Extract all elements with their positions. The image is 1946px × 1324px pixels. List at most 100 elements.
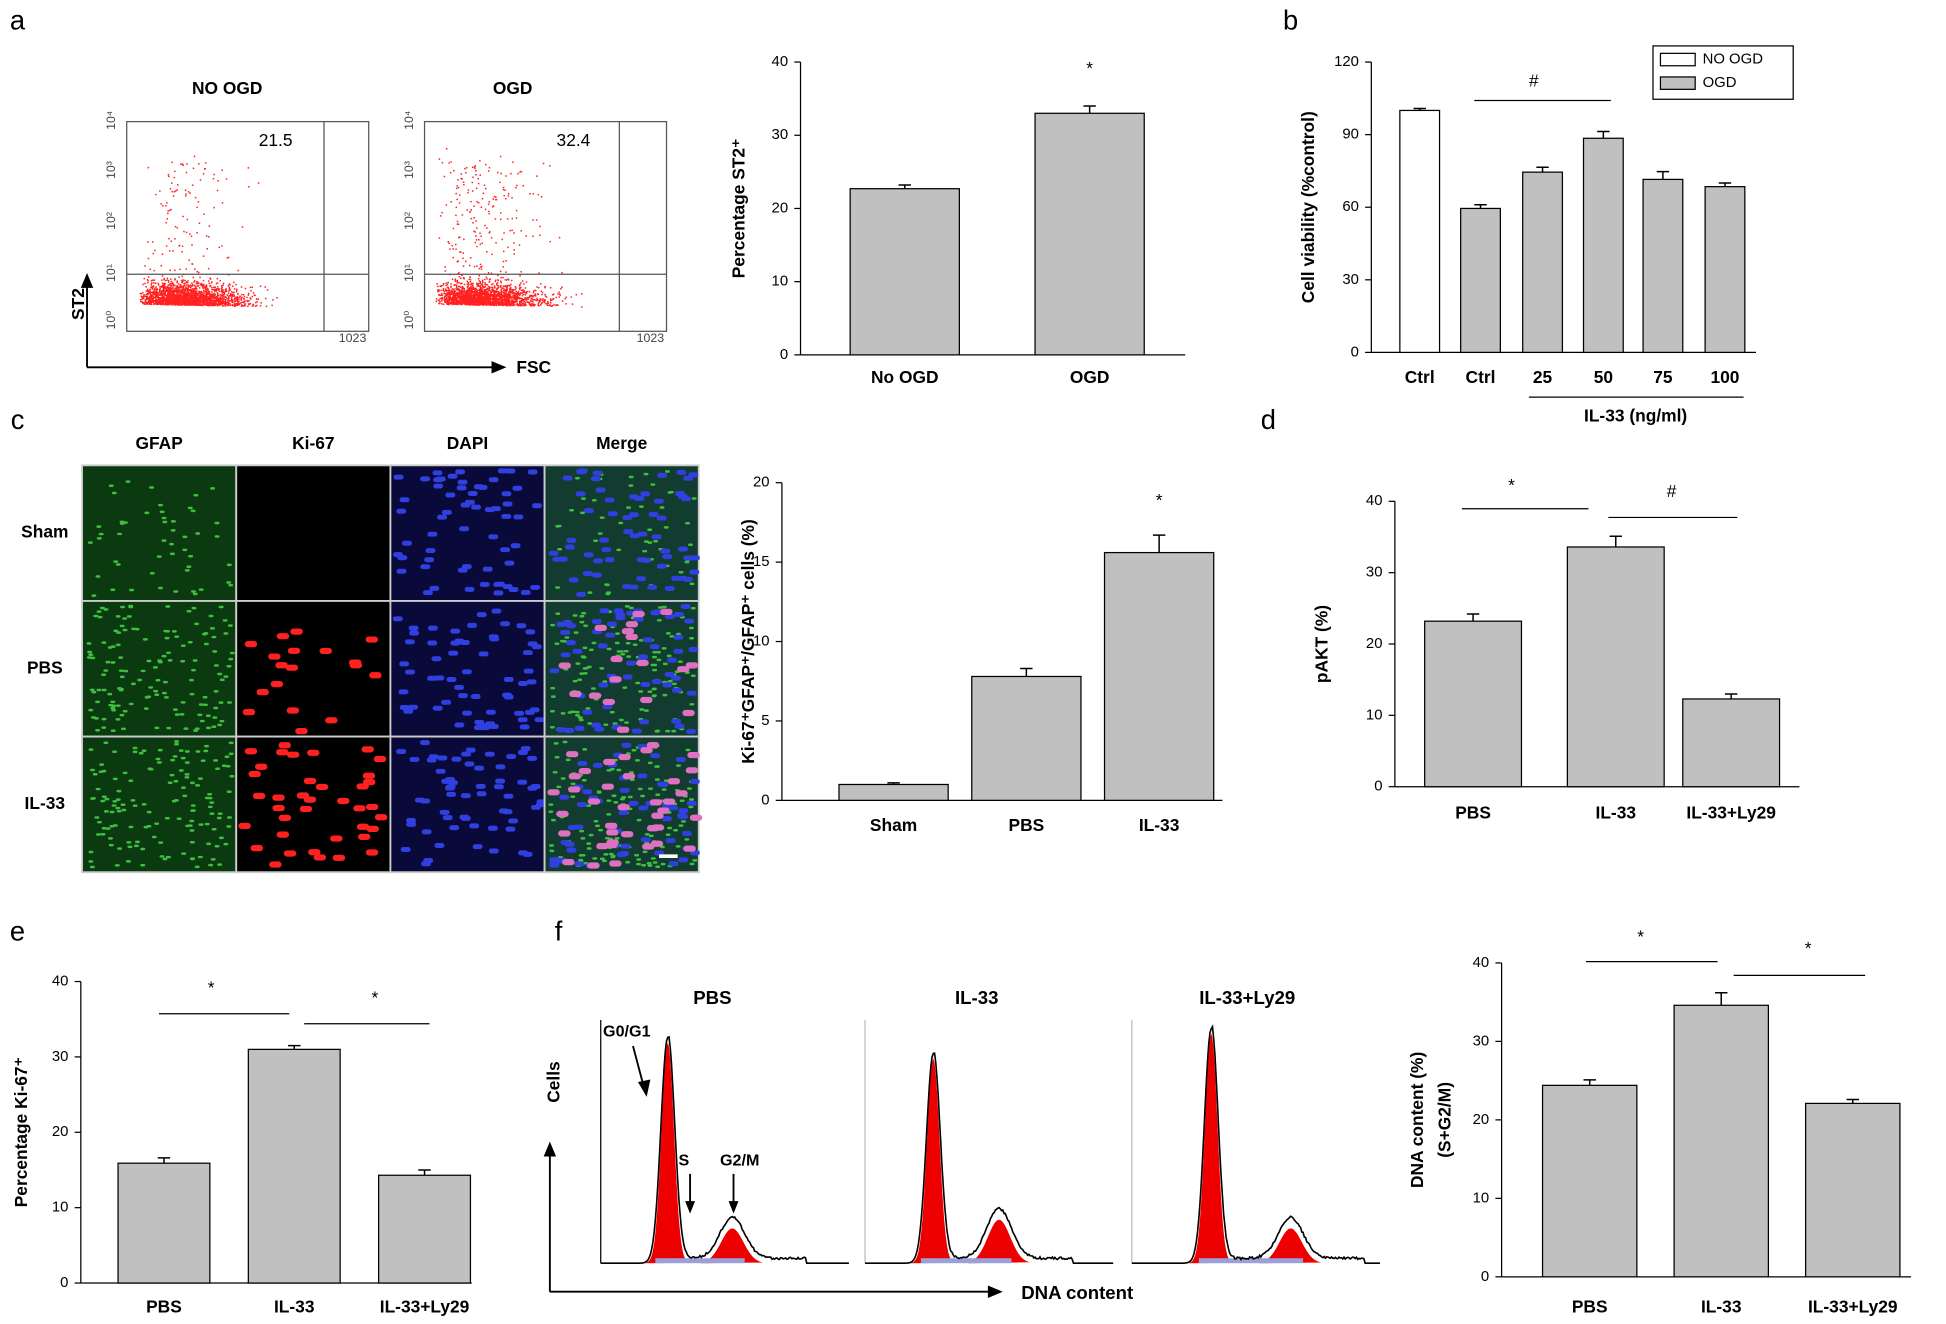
- x-tick-label: 50: [1594, 367, 1613, 387]
- flow-x-tick-label: 1023: [637, 331, 665, 345]
- flow-dots: [139, 155, 278, 308]
- g2-peak: [1259, 1228, 1322, 1264]
- flow-y-tick-label: 10²: [104, 212, 118, 230]
- significance-mark: *: [208, 978, 215, 998]
- gate-value: 32.4: [557, 130, 591, 150]
- y-tick-label: 0: [1351, 344, 1359, 360]
- flow-y-tick-label: 10²: [402, 212, 416, 230]
- legend-swatch: [1659, 52, 1696, 67]
- phase-label: S: [678, 1152, 689, 1170]
- g1-peak: [910, 1058, 956, 1264]
- histogram-title: IL-33+Ly29: [1199, 987, 1295, 1008]
- error-bar: [288, 1044, 301, 1050]
- cc-y-label: Cells: [543, 1061, 563, 1103]
- error-bar: [1656, 170, 1670, 180]
- error-bar: [1718, 182, 1732, 187]
- flow-x-label: FSC: [516, 357, 551, 377]
- arrow-head: [80, 272, 507, 374]
- error-bar: [1583, 1079, 1596, 1086]
- bar: [1541, 1084, 1638, 1278]
- y-tick-label: 20: [772, 200, 789, 216]
- histogram-title: IL-33: [955, 987, 998, 1008]
- column-header: DAPI: [447, 433, 488, 453]
- bar: [1704, 186, 1746, 354]
- cell-spots: [555, 470, 697, 596]
- gate-value: 21.5: [259, 130, 293, 150]
- axis-arrow: [548, 1154, 993, 1293]
- panel-label: d: [1261, 404, 1276, 435]
- legend-swatch: [1659, 76, 1696, 90]
- error-bar: [1466, 613, 1480, 622]
- y-axis-label: (S+G2/M): [1434, 1082, 1454, 1158]
- bar: [378, 1174, 472, 1284]
- cell-spots: [392, 608, 545, 731]
- significance-mark: #: [1667, 481, 1677, 501]
- legend-label: NO OGD: [1703, 51, 1764, 67]
- y-tick-label: 40: [52, 973, 69, 989]
- error-bar: [1536, 166, 1549, 173]
- bar: [1566, 546, 1665, 788]
- y-axis-label: Cell viability (%control): [1298, 111, 1318, 303]
- error-bar: [1413, 107, 1426, 111]
- significance-mark: *: [1156, 490, 1163, 510]
- micrograph: [389, 464, 546, 602]
- panel-label: e: [10, 915, 25, 946]
- y-tick-label: 30: [1342, 272, 1359, 288]
- y-tick-label: 5: [761, 713, 769, 729]
- y-tick-label: 0: [60, 1275, 68, 1291]
- x-tick-label: IL-33: [1701, 1296, 1742, 1316]
- y-tick-label: 20: [52, 1124, 69, 1140]
- column-header: GFAP: [136, 433, 183, 453]
- flow-y-tick-label: 10⁴: [104, 111, 118, 130]
- bar: [247, 1048, 341, 1284]
- micrograph: [81, 735, 238, 874]
- y-tick-label: 30: [1473, 1033, 1490, 1049]
- error-bar: [1846, 1098, 1859, 1104]
- bar: [971, 675, 1082, 801]
- y-tick-label: 20: [753, 475, 770, 491]
- error-bar: [1152, 534, 1166, 553]
- phase-label: G0/G1: [603, 1023, 651, 1041]
- y-tick-label: 40: [1473, 955, 1490, 971]
- flow-dots: [435, 148, 583, 308]
- micrograph: [389, 600, 546, 738]
- x-tick-label: OGD: [1070, 367, 1110, 387]
- x-tick-label: Ctrl: [1405, 367, 1435, 387]
- cell-spots: [396, 740, 547, 867]
- micrograph: [81, 464, 238, 602]
- micrograph: [543, 600, 700, 738]
- error-bar: [1715, 991, 1728, 1006]
- micrograph: [235, 600, 392, 738]
- g2-peak: [701, 1228, 764, 1264]
- flow-frame: [423, 120, 668, 332]
- x-tick-label: Sham: [870, 815, 917, 835]
- flow-y-tick-label: 10⁴: [402, 111, 416, 130]
- x-tick-label: 75: [1653, 367, 1673, 387]
- flow-frame: [126, 120, 370, 332]
- panel-label: a: [10, 5, 26, 36]
- bar: [1424, 620, 1523, 788]
- bar: [1522, 171, 1564, 354]
- bar: [1103, 551, 1215, 801]
- s-phase: [1198, 1258, 1304, 1264]
- y-tick-label: 10: [1366, 707, 1383, 723]
- group-label: IL-33 (ng/ml): [1584, 406, 1687, 426]
- significance-mark: *: [1086, 58, 1093, 78]
- y-tick-label: 90: [1342, 127, 1359, 143]
- flow-y-label: ST2: [68, 288, 88, 320]
- bar: [1034, 112, 1145, 356]
- y-tick-label: 10: [753, 633, 770, 649]
- y-tick-label: 20: [1473, 1112, 1490, 1128]
- phase-label: G2/M: [720, 1152, 759, 1170]
- x-tick-label: PBS: [1455, 803, 1491, 823]
- x-tick-label: 25: [1533, 367, 1553, 387]
- histogram-outline: [1131, 1024, 1381, 1265]
- x-tick-label: 100: [1710, 367, 1739, 387]
- cc-x-label: DNA content: [1021, 1282, 1133, 1303]
- histogram-outline: [600, 1035, 849, 1265]
- x-tick-label: IL-33+Ly29: [1808, 1296, 1898, 1316]
- flow-title: NO OGD: [192, 78, 262, 98]
- g2-peak: [968, 1219, 1031, 1264]
- x-tick-label: PBS: [146, 1296, 182, 1316]
